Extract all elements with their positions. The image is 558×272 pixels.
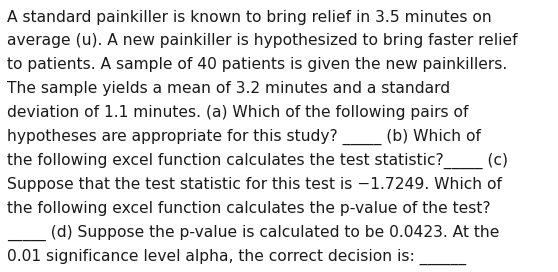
Text: The sample yields a mean of 3.2 minutes and a standard: The sample yields a mean of 3.2 minutes … <box>7 81 450 96</box>
Text: the following excel function calculates the p-value of the test?: the following excel function calculates … <box>7 201 491 216</box>
Text: hypotheses are appropriate for this study? _____ (b) Which of: hypotheses are appropriate for this stud… <box>7 129 481 146</box>
Text: Suppose that the test statistic for this test is −1.7249. Which of: Suppose that the test statistic for this… <box>7 177 502 192</box>
Text: the following excel function calculates the test statistic?_____ (c): the following excel function calculates … <box>7 153 508 169</box>
Text: average (u). A new painkiller is hypothesized to bring faster relief: average (u). A new painkiller is hypothe… <box>7 33 518 48</box>
Text: A standard painkiller is known to bring relief in 3.5 minutes on: A standard painkiller is known to bring … <box>7 10 492 24</box>
Text: to patients. A sample of 40 patients is given the new painkillers.: to patients. A sample of 40 patients is … <box>7 57 508 72</box>
Text: 0.01 significance level alpha, the correct decision is: ______: 0.01 significance level alpha, the corre… <box>7 249 466 265</box>
Text: deviation of 1.1 minutes. (a) Which of the following pairs of: deviation of 1.1 minutes. (a) Which of t… <box>7 105 469 120</box>
Text: _____ (d) Suppose the p-value is calculated to be 0.0423. At the: _____ (d) Suppose the p-value is calcula… <box>7 225 499 241</box>
